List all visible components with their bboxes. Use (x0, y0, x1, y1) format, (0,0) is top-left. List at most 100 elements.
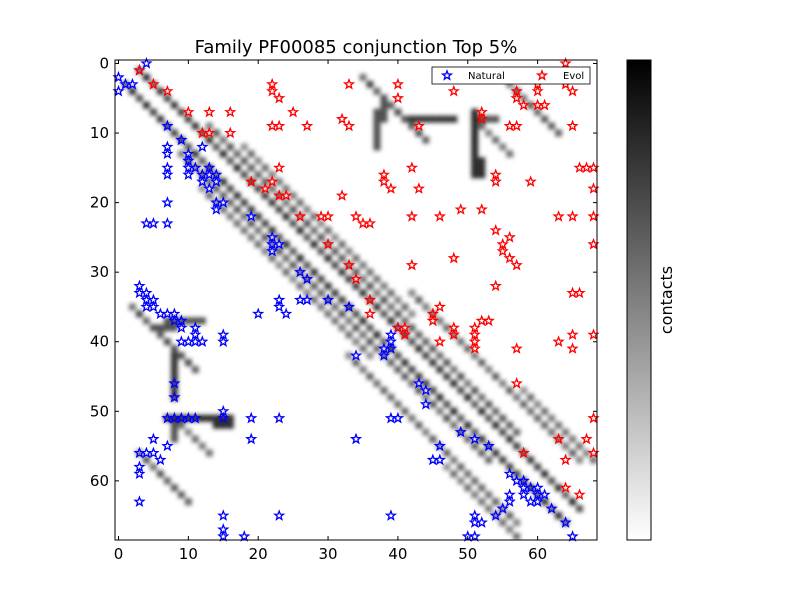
point-evol (503, 230, 516, 243)
heatmap-cell (436, 317, 444, 325)
heatmap-cell (464, 435, 472, 443)
heatmap-cell (450, 366, 458, 374)
heatmap-cell (485, 505, 493, 513)
heatmap-cell (261, 164, 269, 172)
heatmap-cell (296, 254, 304, 262)
heatmap-cell (513, 470, 521, 478)
heatmap-cell (422, 303, 430, 311)
heatmap-cell (296, 226, 304, 234)
heatmap-cell (303, 261, 311, 269)
heatmap-cell (471, 164, 479, 172)
heatmap-cell (492, 373, 500, 380)
heatmap-cell (177, 491, 185, 499)
heatmap-cell (569, 498, 577, 506)
heatmap-cell (485, 442, 493, 450)
heatmap-cell (184, 359, 192, 367)
heatmap-cell (275, 247, 283, 255)
heatmap-cell (576, 456, 584, 464)
point-natural (126, 77, 139, 90)
point-natural (147, 446, 160, 459)
heatmap-cell (233, 164, 241, 172)
point-natural (238, 530, 251, 542)
heatmap-cell (471, 477, 479, 485)
point-natural (133, 467, 146, 480)
heatmap-cell (149, 80, 157, 88)
heatmap-cell (135, 449, 143, 457)
point-evol (482, 314, 495, 327)
heatmap-cell (247, 150, 255, 158)
point-evol (280, 189, 293, 201)
heatmap-cell (317, 220, 325, 227)
heatmap-cell (170, 359, 178, 367)
heatmap-cell (142, 101, 150, 109)
heatmap-cell (191, 317, 199, 325)
scatter-points (112, 57, 600, 542)
heatmap-cell (156, 331, 164, 339)
heatmap-cell (282, 268, 290, 276)
heatmap-cell (254, 226, 262, 234)
legend-label-evol: Evol (563, 71, 584, 82)
heatmap-cell (359, 73, 367, 81)
point-natural (280, 307, 293, 320)
heatmap-cell (331, 289, 339, 297)
heatmap-cell (394, 296, 402, 304)
heatmap-cell (436, 393, 444, 401)
heatmap-cell (170, 414, 178, 422)
point-evol (510, 84, 523, 97)
heatmap-cell (373, 289, 381, 297)
heatmap-cell (331, 233, 339, 241)
heatmap-cell (163, 338, 171, 346)
heatmap-cell (226, 157, 234, 165)
heatmap-cell (163, 414, 171, 422)
heatmap-cell (170, 373, 178, 380)
heatmap-cell (177, 317, 185, 325)
point-evol (203, 126, 216, 139)
heatmap-cell (555, 512, 563, 520)
heatmap-cell (254, 185, 262, 193)
heatmap-cell (373, 115, 381, 123)
x-tick-label: 40 (388, 545, 407, 563)
heatmap-cell (513, 87, 521, 95)
heatmap-cell (198, 414, 206, 422)
heatmap-cell (555, 129, 563, 137)
heatmap-cell (471, 386, 479, 394)
heatmap-cell (408, 380, 416, 387)
point-natural (252, 307, 265, 320)
point-evol (517, 446, 530, 459)
heatmap-cell (191, 414, 199, 422)
heatmap-cell (282, 199, 290, 207)
heatmap-cell (170, 428, 178, 436)
heatmap-cell (436, 442, 444, 450)
point-natural (412, 377, 426, 389)
x-tick-label: 0 (114, 545, 124, 563)
heatmap-cell (205, 192, 213, 200)
heatmap-cell (590, 456, 597, 464)
heatmap-cell (268, 185, 276, 193)
point-evol (286, 105, 300, 118)
point-natural (210, 203, 223, 215)
heatmap-cell (205, 122, 213, 130)
heatmap-cell (478, 498, 486, 506)
plot-background (115, 60, 597, 540)
heatmap-cell (142, 317, 150, 325)
point-evol (426, 314, 439, 327)
heatmap-cell (240, 157, 248, 165)
heatmap-cell (373, 345, 381, 353)
point-evol (454, 203, 467, 215)
heatmap-cell (541, 407, 549, 415)
heatmap-cell (485, 414, 493, 422)
heatmap-cell (513, 442, 521, 450)
heatmap-cell (478, 407, 486, 415)
heatmap-cell (415, 331, 423, 339)
heatmap-cell (240, 226, 248, 234)
point-evol (224, 105, 237, 118)
heatmap-cell (492, 407, 500, 415)
heatmap-cell (226, 143, 234, 151)
heatmap-cell (534, 414, 542, 422)
point-natural (217, 411, 230, 424)
heatmap-cell (387, 345, 395, 353)
heatmap-cell (163, 94, 171, 102)
heatmap-cell (275, 192, 283, 200)
heatmap-cell (359, 289, 367, 297)
